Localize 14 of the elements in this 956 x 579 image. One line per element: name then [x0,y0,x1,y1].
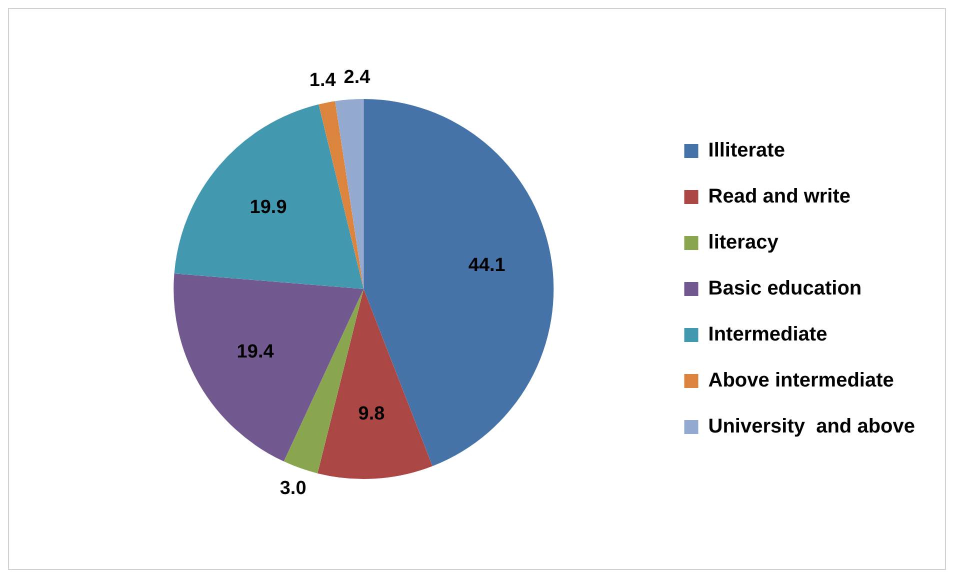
data-label: 19.4 [236,341,274,362]
data-label: 9.8 [358,403,385,424]
data-label: 3.0 [280,478,306,500]
legend-label: literacy [708,232,780,254]
legend-label: Read and write [708,186,851,208]
data-label: 44.1 [468,255,506,276]
legend-label: Basic education [708,278,862,300]
data-label: 1.4 [309,70,336,92]
legend-label: Intermediate [708,324,828,346]
data-label: 2.4 [344,66,371,88]
legend-label: University and above [708,416,916,438]
data-label: 19.9 [250,196,287,218]
legend-label: Above intermediate [708,370,894,392]
legend-label: Illiterate [708,140,785,162]
